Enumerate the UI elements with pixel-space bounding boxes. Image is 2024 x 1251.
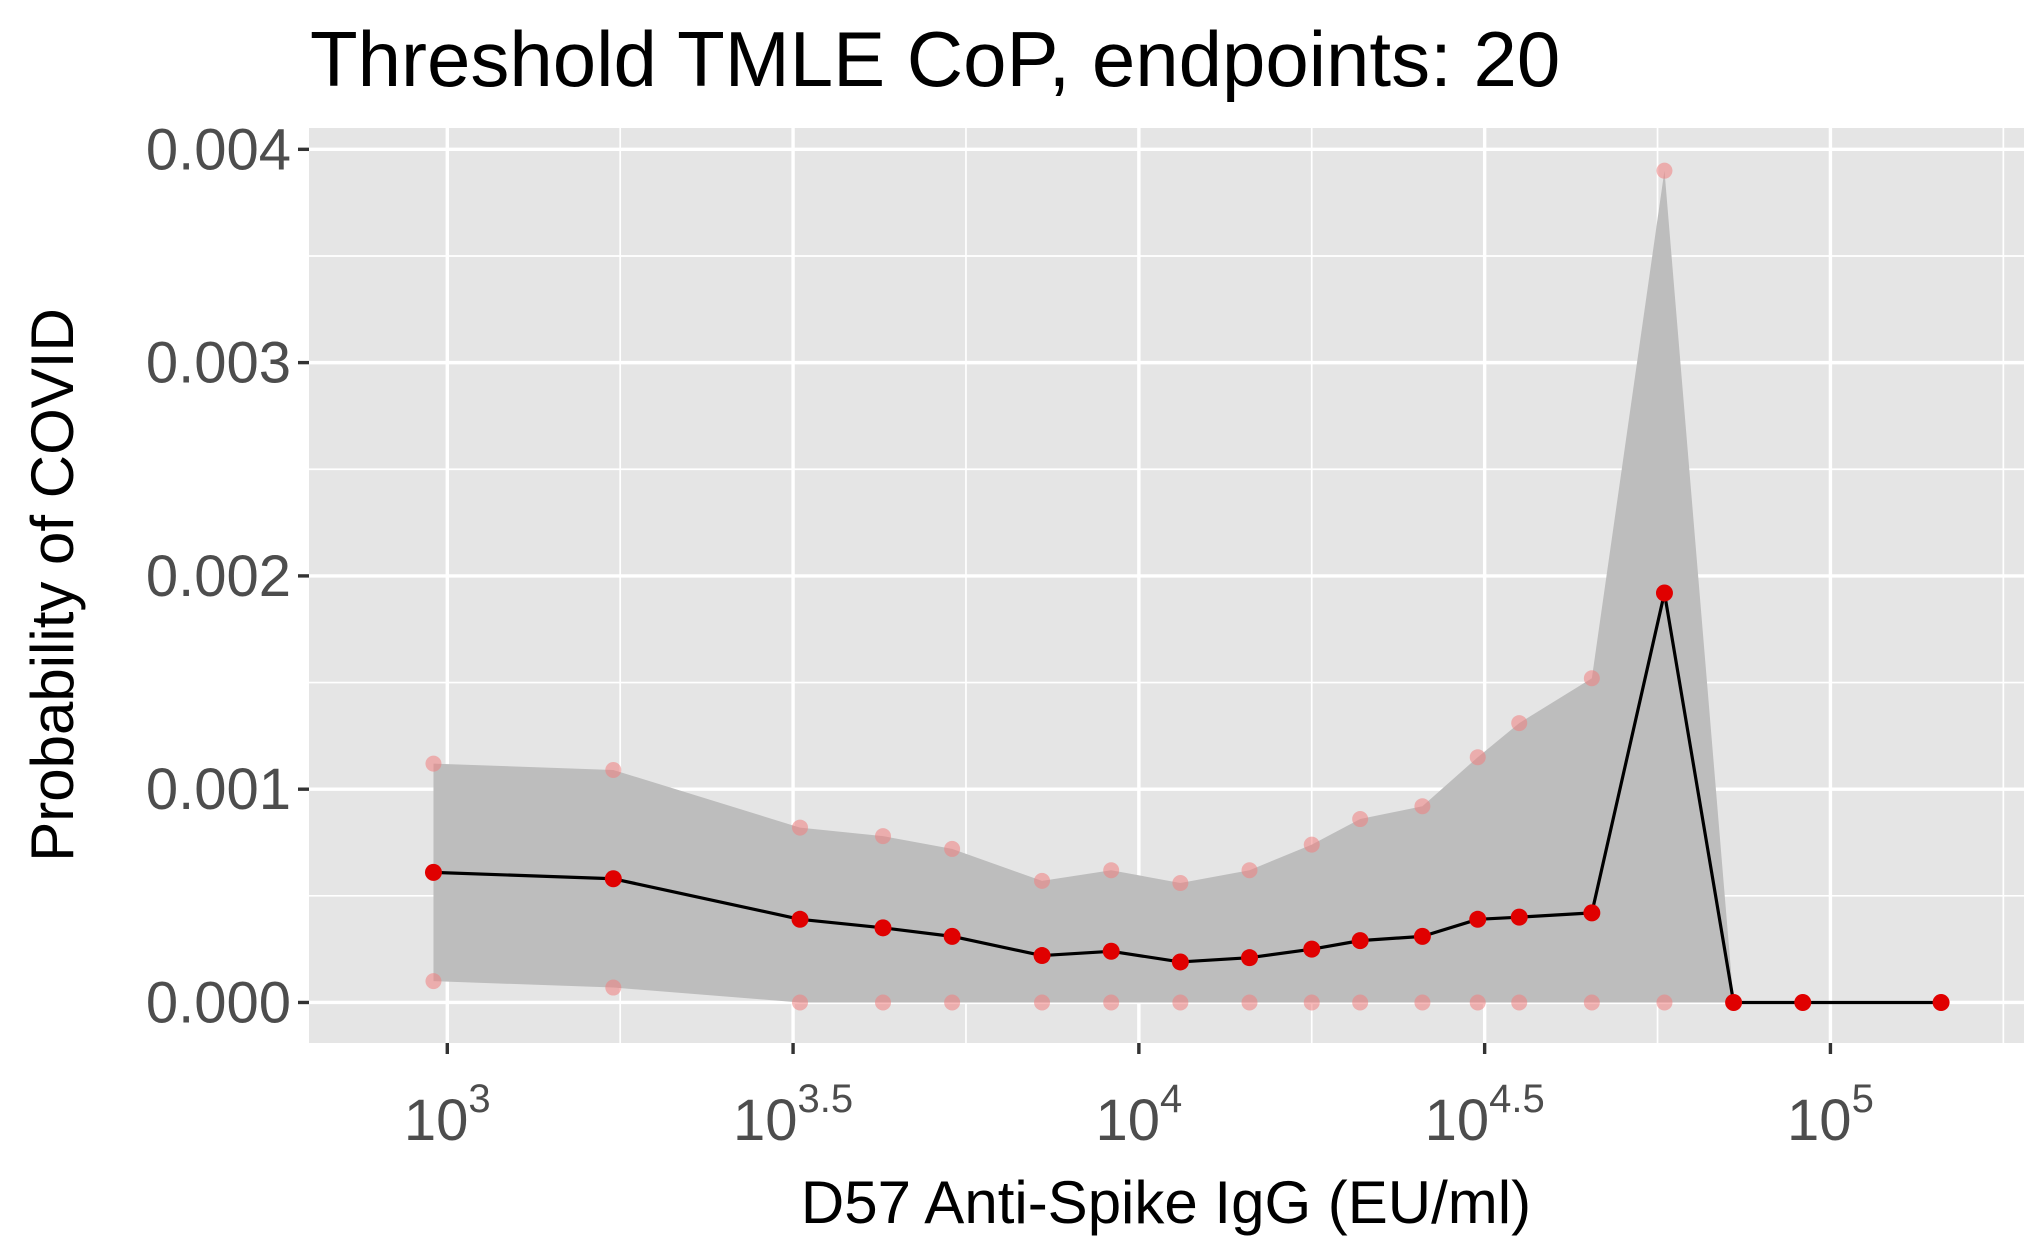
ci-upper-point: [425, 755, 442, 772]
data-point: [1303, 940, 1321, 958]
ci-upper-point: [1103, 862, 1120, 879]
y-axis-title: Probability of COVID: [19, 308, 86, 862]
x-tick-exponent: 4.5: [1489, 1077, 1545, 1121]
ci-upper-point: [1469, 749, 1486, 766]
x-tick-label: 103.5: [733, 1077, 853, 1153]
x-tick-base: 10: [1787, 1088, 1852, 1153]
ci-upper-point: [874, 828, 891, 845]
data-point: [424, 863, 442, 881]
x-tick-label: 104.5: [1425, 1077, 1545, 1153]
ci-upper-point: [1352, 811, 1369, 828]
chart-title: Threshold TMLE CoP, endpoints: 20: [310, 15, 1560, 103]
x-tick-label: 105: [1787, 1077, 1874, 1153]
ci-upper-point: [1034, 872, 1051, 889]
data-point: [791, 910, 809, 928]
ci-lower-point: [944, 994, 961, 1011]
x-tick-base: 10: [733, 1088, 798, 1153]
ci-upper-point: [1511, 715, 1528, 732]
data-point: [874, 919, 892, 937]
data-point: [1171, 953, 1189, 971]
ci-lower-point: [1469, 994, 1486, 1011]
data-point: [1351, 932, 1369, 950]
data-point: [943, 927, 961, 945]
data-point: [1413, 927, 1431, 945]
ci-lower-point: [1511, 994, 1528, 1011]
x-tick-exponent: 5: [1852, 1077, 1874, 1121]
ci-upper-point: [605, 761, 622, 778]
ci-lower-point: [792, 994, 809, 1011]
data-point: [1583, 904, 1601, 922]
y-tick-label: 0.002: [146, 544, 291, 609]
data-point: [604, 870, 622, 888]
ci-lower-point: [1303, 994, 1320, 1011]
y-tick-label: 0.001: [146, 757, 291, 822]
x-tick-base: 10: [1095, 1088, 1160, 1153]
ci-upper-point: [1241, 862, 1258, 879]
y-tick-label: 0.004: [146, 117, 291, 182]
data-point: [1510, 908, 1528, 926]
y-tick-label: 0.003: [146, 331, 291, 396]
ci-lower-point: [1241, 994, 1258, 1011]
ci-lower-point: [1172, 994, 1189, 1011]
data-point: [1033, 947, 1051, 965]
ci-lower-point: [1414, 994, 1431, 1011]
ci-upper-point: [1303, 836, 1320, 853]
ci-upper-point: [792, 819, 809, 836]
ci-band-area: [433, 170, 1942, 1003]
x-tick-exponent: 3: [468, 1077, 490, 1121]
estimate-points: [424, 584, 1950, 1011]
data-point: [1469, 910, 1487, 928]
ci-upper-point: [1414, 798, 1431, 815]
x-tick-exponent: 4: [1160, 1077, 1182, 1121]
ci-lower-point: [1656, 994, 1673, 1011]
ci-lower-point: [874, 994, 891, 1011]
data-point: [1655, 584, 1673, 602]
data-point: [1794, 993, 1812, 1011]
x-axis: 103 103.5 104 104.5 105: [404, 1043, 1874, 1153]
ci-upper-point: [1172, 875, 1189, 892]
x-tick-base: 10: [404, 1088, 469, 1153]
ci-lower-point: [425, 973, 442, 990]
y-tick-label: 0.000: [146, 970, 291, 1035]
ci-upper-point: [1583, 670, 1600, 687]
x-tick-exponent: 3.5: [798, 1077, 854, 1121]
x-tick-label: 103: [404, 1077, 491, 1153]
ci-lower-point: [1034, 994, 1051, 1011]
confidence-band: [433, 170, 1942, 1003]
x-axis-title: D57 Anti-Spike IgG (EU/ml): [801, 1169, 1531, 1236]
ci-points: [425, 162, 1673, 1011]
x-tick-base: 10: [1425, 1088, 1490, 1153]
data-point: [1102, 942, 1120, 960]
ci-lower-point: [1352, 994, 1369, 1011]
y-axis: 0.000 0.001 0.002 0.003 0.004: [146, 117, 309, 1035]
x-tick-label: 104: [1095, 1077, 1182, 1153]
ci-lower-point: [605, 979, 622, 996]
data-point: [1241, 949, 1259, 967]
ci-lower-point: [1103, 994, 1120, 1011]
data-point: [1725, 993, 1743, 1011]
ci-upper-point: [1656, 162, 1673, 179]
data-point: [1932, 993, 1950, 1011]
ci-upper-point: [944, 840, 961, 857]
ci-lower-point: [1583, 994, 1600, 1011]
